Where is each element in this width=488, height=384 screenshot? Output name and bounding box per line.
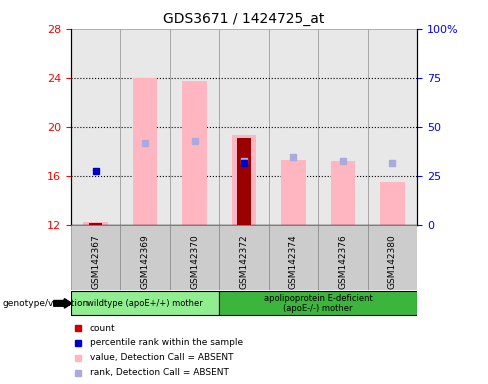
Text: count: count xyxy=(90,324,116,333)
Bar xyxy=(71,291,219,316)
Bar xyxy=(133,78,157,225)
Text: percentile rank within the sample: percentile rank within the sample xyxy=(90,338,243,348)
Text: GSM142372: GSM142372 xyxy=(240,234,248,289)
Title: GDS3671 / 1424725_at: GDS3671 / 1424725_at xyxy=(163,12,325,26)
Text: apolipoprotein E-deficient
(apoE-/-) mother: apolipoprotein E-deficient (apoE-/-) mot… xyxy=(264,294,373,313)
Text: GSM142370: GSM142370 xyxy=(190,234,199,289)
Bar xyxy=(120,29,170,225)
Text: value, Detection Call = ABSENT: value, Detection Call = ABSENT xyxy=(90,353,233,362)
Bar xyxy=(331,161,355,225)
Bar xyxy=(368,29,417,225)
Bar xyxy=(83,222,108,225)
Text: rank, Detection Call = ABSENT: rank, Detection Call = ABSENT xyxy=(90,368,229,377)
Bar xyxy=(182,81,207,225)
Bar xyxy=(71,29,120,225)
Text: GSM142376: GSM142376 xyxy=(339,234,347,289)
Bar xyxy=(281,160,306,225)
Bar xyxy=(318,225,368,290)
Text: GSM142367: GSM142367 xyxy=(91,234,100,289)
Bar xyxy=(71,225,120,290)
Bar xyxy=(232,135,256,225)
Bar xyxy=(318,29,368,225)
Text: GSM142369: GSM142369 xyxy=(141,234,149,289)
Text: GSM142380: GSM142380 xyxy=(388,234,397,289)
Bar xyxy=(170,225,219,290)
Bar xyxy=(120,225,170,290)
Bar xyxy=(219,29,269,225)
Bar xyxy=(89,223,102,225)
Text: genotype/variation: genotype/variation xyxy=(2,299,89,308)
Bar xyxy=(237,138,251,225)
Bar xyxy=(368,225,417,290)
Bar xyxy=(380,182,405,225)
Text: GSM142374: GSM142374 xyxy=(289,234,298,289)
Bar xyxy=(269,29,318,225)
Text: wildtype (apoE+/+) mother: wildtype (apoE+/+) mother xyxy=(87,299,203,308)
Bar xyxy=(269,225,318,290)
Bar xyxy=(170,29,219,225)
Bar xyxy=(219,225,269,290)
Bar xyxy=(219,291,417,316)
